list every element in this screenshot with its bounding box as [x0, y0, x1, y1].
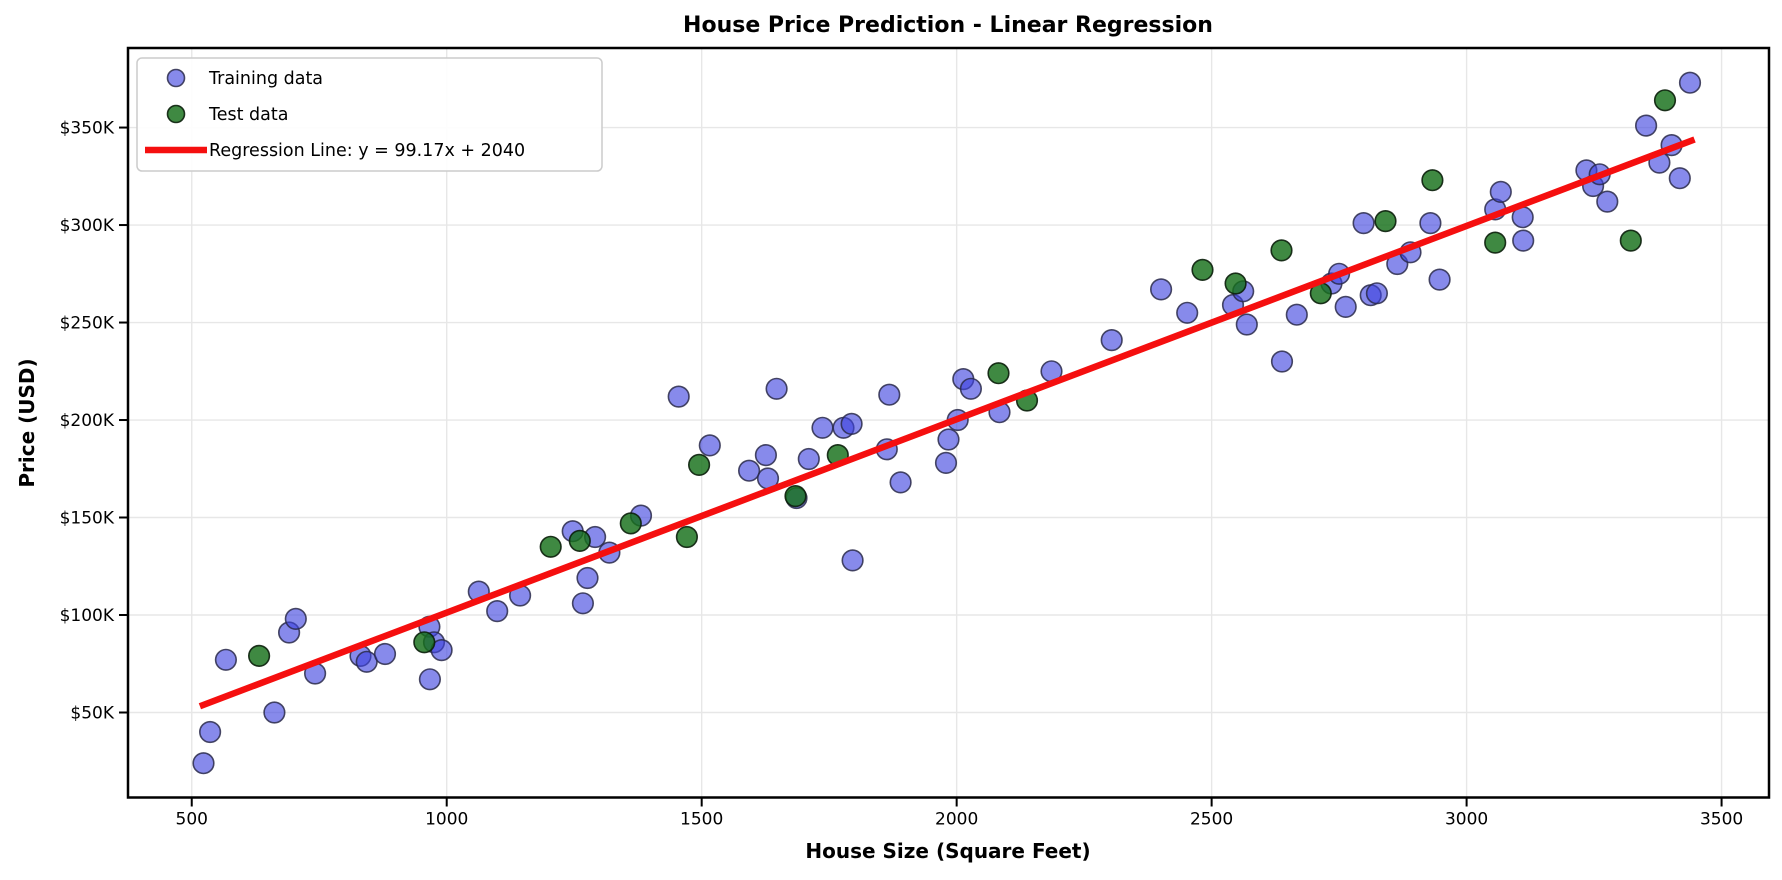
train-point — [841, 549, 864, 572]
test-point — [1619, 229, 1642, 252]
test-point — [1224, 272, 1247, 295]
test-point — [413, 631, 436, 654]
train-point — [698, 434, 721, 457]
training-points-layer — [192, 71, 1702, 775]
train-point — [1352, 212, 1375, 235]
train-point — [1678, 71, 1702, 94]
train-point — [571, 592, 595, 615]
train-point — [192, 752, 215, 775]
y-tick-label: $50K — [70, 703, 114, 723]
legend-box — [136, 57, 603, 172]
train-point — [199, 720, 222, 744]
train-point — [889, 471, 912, 494]
train-point — [959, 377, 983, 400]
legend: Training data Test data Regression Line: y… — [136, 57, 603, 172]
legend-entry-label: Test data — [208, 105, 288, 125]
train-point — [1489, 180, 1512, 203]
train-point — [214, 648, 237, 671]
train-point — [1235, 313, 1258, 336]
test-point — [1191, 258, 1214, 282]
train-point — [1176, 301, 1199, 324]
train-point — [754, 444, 778, 467]
test-point — [1374, 210, 1397, 233]
train-point — [934, 451, 958, 475]
test-point — [687, 453, 711, 477]
train-point — [878, 383, 901, 406]
train-point — [1668, 167, 1691, 190]
gridlines-layer — [128, 48, 1769, 798]
regression-line — [198, 136, 1696, 710]
train-point — [765, 377, 788, 400]
y-tick-label: $150K — [60, 509, 115, 529]
test-point — [619, 512, 642, 535]
train-point — [1100, 329, 1123, 352]
regression-line-layer — [198, 136, 1696, 710]
x-tick-label: 1500 — [680, 810, 723, 830]
train-point — [486, 599, 509, 623]
train-point — [263, 701, 286, 724]
axes-spines-layer — [126, 46, 1771, 799]
y-tick-label: $300K — [60, 216, 115, 236]
train-point — [1149, 278, 1173, 301]
train-point — [418, 668, 442, 691]
test-point — [1653, 89, 1677, 112]
train-point — [937, 428, 960, 451]
test-point — [784, 485, 807, 508]
train-point — [284, 607, 307, 631]
test-point — [248, 644, 271, 668]
chart-title: House Price Prediction - Linear Regressi… — [683, 13, 1213, 38]
test-point — [1484, 231, 1507, 254]
train-point — [1365, 282, 1388, 305]
y-axis-label: Price (USD) — [15, 358, 39, 487]
legend-train-marker — [166, 68, 186, 88]
train-point — [1634, 114, 1658, 137]
x-tick-label: 500 — [176, 810, 208, 830]
train-point — [1270, 350, 1294, 373]
test-point — [539, 535, 562, 558]
ticks-layer: 500 1000 1500 2000 2500 3000 3500 $50K $100K $150… — [60, 119, 1744, 830]
train-point — [1596, 190, 1619, 213]
test-point — [1421, 169, 1444, 192]
test-point — [1270, 239, 1293, 262]
axes-border — [126, 46, 1771, 799]
y-tick-label: $100K — [60, 606, 115, 626]
train-point — [355, 650, 378, 673]
legend-entry-label: Regression Line: y = 99.17x + 2040 — [209, 141, 525, 161]
x-tick-label: 2500 — [1190, 810, 1233, 830]
x-tick-label: 3000 — [1445, 810, 1488, 830]
x-axis-label: House Size (Square Feet) — [805, 839, 1090, 863]
train-point — [1285, 303, 1308, 326]
train-point — [1419, 212, 1442, 235]
x-tick-label: 2000 — [935, 810, 978, 830]
y-tick-label: $350K — [60, 119, 115, 139]
test-point — [987, 362, 1010, 385]
train-point — [1428, 268, 1451, 291]
train-point — [811, 416, 834, 439]
train-point — [737, 459, 761, 482]
x-tick-label: 1000 — [425, 810, 468, 830]
train-point — [840, 412, 863, 436]
train-point — [373, 642, 397, 666]
y-tick-label: $250K — [60, 314, 115, 334]
train-point — [1512, 229, 1535, 252]
test-point — [675, 525, 699, 549]
test-point — [568, 529, 591, 553]
x-tick-label: 3500 — [1700, 810, 1743, 830]
y-tick-label: $200K — [60, 411, 115, 431]
test-points-layer — [248, 89, 1677, 668]
train-point — [576, 566, 599, 590]
legend-entry-label: Training data — [208, 69, 323, 89]
train-point — [1334, 295, 1357, 319]
train-point — [667, 385, 690, 408]
train-point — [797, 447, 820, 471]
legend-line-swatch-test-marker — [166, 104, 186, 124]
